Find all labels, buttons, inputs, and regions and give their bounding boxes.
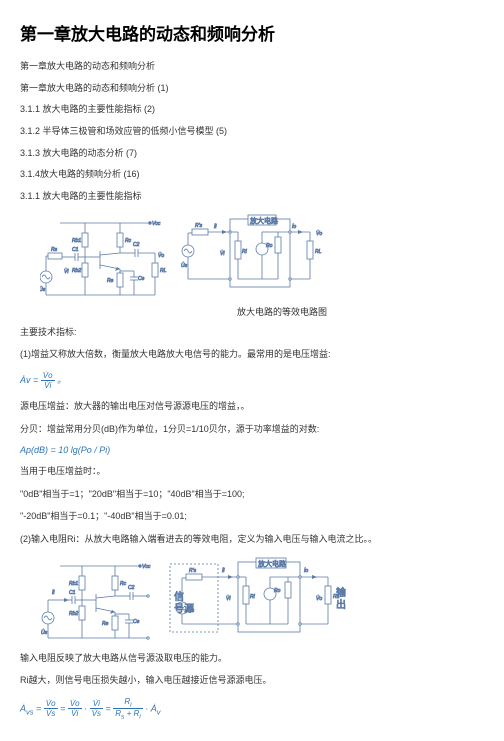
- svg-text:放大电路: 放大电路: [258, 559, 286, 568]
- svg-text:Vcc: Vcc: [142, 564, 151, 570]
- svg-text:Rs: Rs: [51, 247, 58, 253]
- svg-text:V̇i: V̇i: [220, 250, 225, 257]
- circuit-diagram-left: Vcc Rb1 Rc: [40, 213, 170, 303]
- paragraph: "0dB"相当于=1；"20dB"相当于=10；"40dB"相当于=100;: [20, 488, 484, 501]
- paragraph: 分贝：增益常用分贝(dB)作为单位，1分贝=1/10贝尔，源于功率增益的对数:: [20, 423, 484, 436]
- svg-text:Ce: Ce: [133, 619, 140, 625]
- svg-text:Rb2: Rb2: [69, 611, 78, 617]
- svg-text:İi: İi: [214, 223, 217, 230]
- svg-text:V̇o: V̇o: [158, 252, 164, 259]
- paragraph: (1)增益又称放大倍数，衡量放大电路放大电信号的能力。最常用的是电压增益:: [20, 348, 484, 361]
- svg-text:Rb2: Rb2: [72, 268, 81, 274]
- svg-text:放大电路: 放大电路: [250, 216, 278, 225]
- svg-text:信: 信: [174, 591, 184, 603]
- svg-text:输: 输: [336, 586, 346, 599]
- svg-text:Rb1: Rb1: [72, 238, 81, 244]
- svg-text:İi: İi: [222, 567, 225, 574]
- paragraph: "-20dB"相当于=0.1；"-40dB"相当于=0.01;: [20, 510, 484, 523]
- svg-text:出: 出: [336, 598, 346, 611]
- svg-text:Ro: Ro: [274, 588, 281, 594]
- paragraph: 输入电阻反映了放大电路从信号源汲取电压的能力。: [20, 652, 484, 665]
- svg-text:V̇i: V̇i: [226, 595, 231, 602]
- svg-text:C2: C2: [128, 585, 135, 591]
- toc-line: 第一章放大电路的动态和频响分析: [20, 61, 484, 73]
- svg-text:İi: İi: [52, 589, 55, 596]
- figure-1: Vcc Rb1 Rc: [40, 213, 484, 303]
- svg-text:C1: C1: [72, 247, 79, 253]
- svg-text:V̇o: V̇o: [316, 595, 322, 602]
- svg-text:U̇s: U̇s: [40, 286, 46, 293]
- svg-text:Rb1: Rb1: [69, 581, 78, 587]
- svg-text:İo: İo: [292, 223, 296, 230]
- equivalent-circuit-right-2: 信 号源 放大电路 U̇s R's İi Ri V̇i: [168, 556, 358, 646]
- svg-text:C1: C1: [69, 590, 76, 596]
- toc-line: 第一章放大电路的动态和频响分析 (1): [20, 83, 484, 95]
- toc-line: 3.1.1 放大电路的主要性能指标 (2): [20, 104, 484, 116]
- section-heading: 主要技术指标:: [20, 326, 484, 339]
- figure-2: Vcc Rb1 Rc C1 İi: [40, 556, 484, 646]
- toc-line: 3.1.1 放大电路的主要性能指标: [20, 191, 484, 203]
- svg-text:Rc: Rc: [125, 238, 132, 244]
- svg-text:Re: Re: [107, 278, 114, 284]
- paragraph: Ri越大，则信号电压损失越小，输入电压越接近信号源源电压。: [20, 674, 484, 687]
- formula-ap: Ap(dB) = 10 lg(Po / Pi): [20, 445, 484, 455]
- svg-text:Ri: Ri: [242, 249, 248, 255]
- page-title: 第一章放大电路的动态和频响分析: [20, 20, 484, 45]
- paragraph: (2)输入电阻Ri：从放大电路输入端看进去的等效电阻，定义为输入电压与输入电流之…: [20, 533, 484, 546]
- svg-text:U̇s: U̇s: [188, 607, 195, 614]
- svg-text:R's: R's: [189, 568, 197, 574]
- toc-line: 3.1.4放大电路的频响分析 (16): [20, 169, 484, 181]
- figure-1-caption: 放大电路的等效电路图: [80, 305, 484, 318]
- svg-text:İo: İo: [304, 567, 308, 574]
- paragraph: 源电压增益：放大器的输出电压对信号源源电压的增益，。: [20, 400, 484, 413]
- svg-text:Ro: Ro: [266, 243, 273, 249]
- svg-text:R's: R's: [195, 223, 203, 229]
- svg-text:RL: RL: [315, 249, 322, 255]
- toc-line: 3.1.3 放大电路的动态分析 (7): [20, 148, 484, 160]
- equivalent-circuit-right: 放大电路 U̇s R's İi Ri V̇i: [178, 213, 328, 303]
- svg-text:Re: Re: [102, 621, 109, 627]
- svg-text:Rc: Rc: [120, 581, 127, 587]
- svg-text:V̇o: V̇o: [316, 230, 322, 237]
- svg-text:V̇i: V̇i: [64, 268, 69, 275]
- svg-text:Ri: Ri: [250, 594, 256, 600]
- formula-av: Ȧv = V̇o V̇i 。: [20, 371, 484, 390]
- svg-text:U̇s: U̇s: [181, 262, 188, 269]
- svg-text:U̇s: U̇s: [41, 629, 48, 636]
- formula-avs: Ȧvs = V̇oV̇s = V̇oV̇i · V̇iV̇s = RiRs + …: [20, 697, 484, 721]
- paragraph: 当用于电压增益时：。: [20, 465, 484, 478]
- svg-text:Ce: Ce: [138, 276, 145, 282]
- circuit-diagram-left-2: Vcc Rb1 Rc C1 İi: [40, 556, 160, 646]
- toc-line: 3.1.2 半导体三极管和场效应管的低频小信号模型 (5): [20, 126, 484, 138]
- svg-text:RL: RL: [160, 268, 167, 274]
- svg-text:Vcc: Vcc: [152, 221, 161, 227]
- svg-text:C2: C2: [133, 242, 140, 248]
